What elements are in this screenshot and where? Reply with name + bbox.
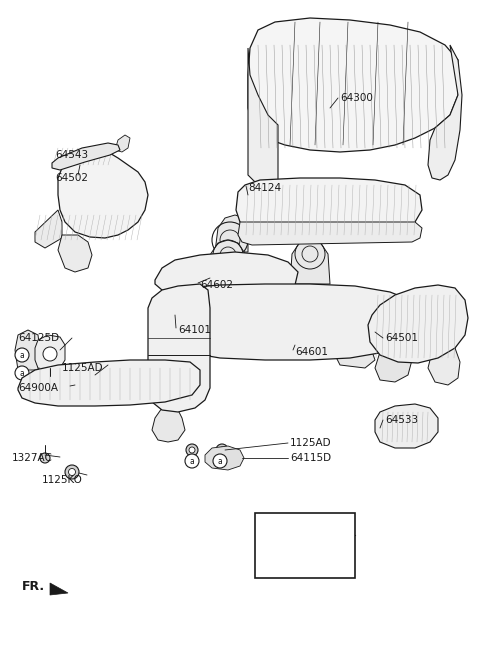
Bar [255, 513, 355, 578]
Circle shape [143, 380, 153, 390]
Bar [318, 28, 340, 56]
Polygon shape [155, 252, 298, 298]
Text: 64543: 64543 [55, 150, 88, 160]
Text: 64300: 64300 [340, 93, 373, 103]
Text: 1125AD: 1125AD [62, 363, 104, 373]
Polygon shape [375, 404, 438, 448]
Text: a: a [265, 525, 270, 534]
Polygon shape [335, 340, 375, 368]
Circle shape [65, 465, 79, 479]
Polygon shape [215, 215, 248, 252]
Circle shape [185, 454, 199, 468]
Bar [288, 28, 310, 56]
Bar [393, 318, 405, 342]
Text: 64502: 64502 [55, 173, 88, 183]
Circle shape [37, 380, 47, 390]
Bar [382, 28, 404, 56]
Text: 64900A: 64900A [18, 383, 58, 393]
Bar [231, 318, 243, 342]
Polygon shape [248, 48, 278, 188]
Text: a: a [20, 368, 24, 377]
Text: 64101: 64101 [178, 325, 211, 335]
Bar [303, 318, 315, 342]
Text: FR.: FR. [22, 581, 45, 594]
Polygon shape [368, 285, 468, 363]
Circle shape [43, 347, 57, 361]
Circle shape [259, 517, 273, 531]
Polygon shape [58, 235, 92, 272]
Polygon shape [236, 178, 422, 238]
Circle shape [219, 447, 225, 453]
Text: a: a [190, 457, 194, 466]
Text: 1125KO: 1125KO [42, 475, 83, 485]
Circle shape [69, 468, 75, 475]
Circle shape [63, 380, 73, 390]
Text: 64533: 64533 [385, 415, 418, 425]
Circle shape [15, 366, 29, 380]
Polygon shape [50, 583, 68, 595]
Text: 92191D: 92191D [277, 519, 318, 529]
Text: 64125D: 64125D [18, 333, 59, 343]
Polygon shape [115, 135, 130, 152]
Polygon shape [35, 210, 62, 248]
Circle shape [90, 380, 100, 390]
Polygon shape [248, 18, 458, 152]
Text: 1125AD: 1125AD [290, 438, 332, 448]
Polygon shape [410, 295, 462, 352]
Text: 64602: 64602 [200, 280, 233, 290]
Polygon shape [290, 239, 330, 284]
Polygon shape [162, 284, 425, 360]
Bar [213, 318, 225, 342]
Bar [267, 318, 279, 342]
Text: a: a [20, 351, 24, 360]
Text: 64601: 64601 [295, 347, 328, 357]
Circle shape [46, 376, 54, 384]
Polygon shape [428, 45, 462, 180]
Bar [321, 318, 333, 342]
Circle shape [167, 380, 177, 390]
Polygon shape [52, 143, 120, 170]
Polygon shape [15, 330, 40, 370]
Polygon shape [58, 150, 148, 238]
Circle shape [213, 454, 227, 468]
Polygon shape [152, 408, 185, 442]
Polygon shape [428, 348, 460, 385]
Text: 92191D: 92191D [300, 525, 341, 535]
Circle shape [40, 453, 50, 463]
Bar [285, 318, 297, 342]
Bar [339, 318, 351, 342]
Polygon shape [375, 348, 412, 382]
Text: 84124: 84124 [248, 183, 281, 193]
Circle shape [216, 444, 228, 456]
Polygon shape [148, 284, 210, 412]
Text: a: a [264, 519, 268, 528]
Polygon shape [208, 240, 248, 285]
Bar [375, 318, 387, 342]
Bar [350, 28, 372, 56]
Polygon shape [18, 360, 200, 406]
Circle shape [189, 447, 195, 453]
Bar [295, 551, 313, 563]
Circle shape [117, 380, 127, 390]
Circle shape [301, 553, 309, 561]
Polygon shape [35, 335, 65, 370]
Bar [357, 318, 369, 342]
Circle shape [261, 523, 275, 537]
Polygon shape [165, 340, 195, 378]
Polygon shape [238, 222, 422, 245]
Bar [249, 318, 261, 342]
Text: 1327AC: 1327AC [12, 453, 53, 463]
Text: 64115D: 64115D [290, 453, 331, 463]
Circle shape [297, 549, 313, 565]
Text: 64501: 64501 [385, 333, 418, 343]
Circle shape [186, 444, 198, 456]
Text: a: a [217, 457, 222, 466]
Circle shape [15, 348, 29, 362]
Bar [195, 318, 207, 342]
Polygon shape [205, 446, 244, 470]
